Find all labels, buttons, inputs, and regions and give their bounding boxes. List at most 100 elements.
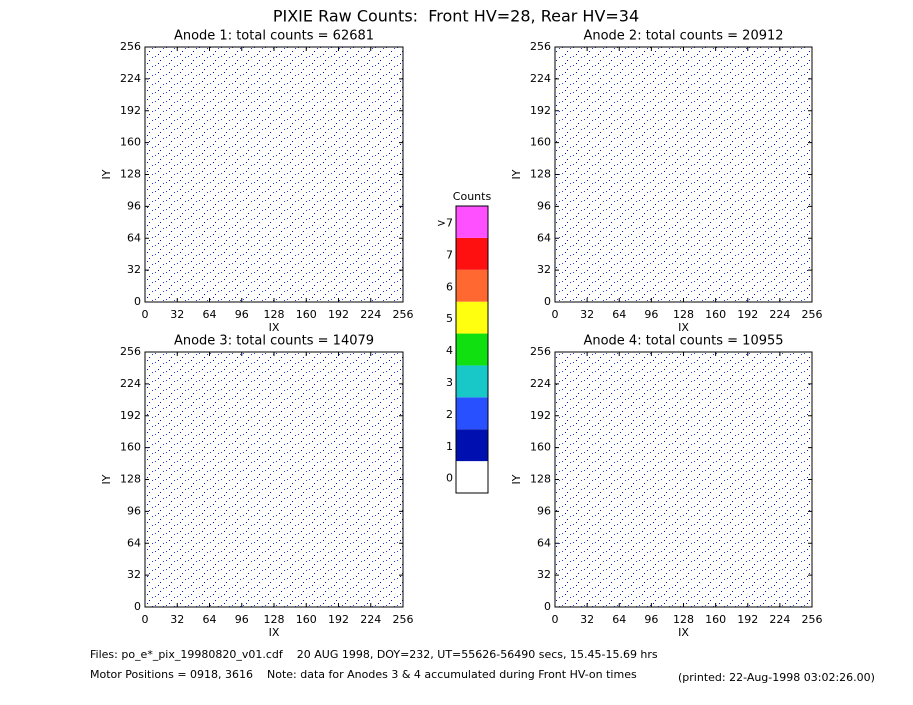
x-tick-label: 256 (802, 308, 823, 321)
footer-printed: (printed: 22-Aug-1998 03:02:26.00) (678, 671, 875, 684)
panel-title: Anode 2: total counts = 20912 (583, 29, 783, 44)
y-tick-label: 96 (127, 199, 141, 212)
x-tick-label: 96 (644, 613, 658, 626)
y-tick-label: 96 (537, 504, 551, 517)
colorbar-label: 6 (446, 280, 453, 293)
colorbar-box (456, 301, 488, 334)
colorbar-title: Counts (453, 190, 492, 203)
y-tick-label: 160 (530, 441, 551, 454)
x-tick-label: 64 (612, 613, 626, 626)
plot-area (144, 46, 404, 303)
colorbar-label: 4 (446, 344, 453, 357)
y-tick-label: 192 (120, 104, 141, 117)
x-tick-label: 96 (235, 613, 249, 626)
colorbar-box (456, 206, 488, 238)
x-tick-label: 256 (393, 308, 414, 321)
x-tick-label: 192 (737, 308, 758, 321)
colorbar-label: >7 (437, 217, 453, 230)
x-tick-label: 128 (673, 613, 694, 626)
y-tick-label: 32 (127, 263, 141, 276)
y-tick-label: 64 (127, 536, 141, 549)
x-tick-label: 32 (580, 308, 594, 321)
y-tick-label: 160 (530, 136, 551, 149)
plot-area (554, 46, 813, 303)
colorbar-label: 3 (446, 376, 453, 389)
colorbar-box (456, 237, 488, 270)
x-tick-label: 160 (705, 613, 726, 626)
y-tick-label: 224 (530, 72, 551, 85)
x-tick-label: 0 (142, 613, 149, 626)
y-tick-label: 256 (120, 345, 141, 358)
y-tick-label: 64 (537, 231, 551, 244)
x-tick-label: 0 (142, 308, 149, 321)
x-tick-label: 192 (737, 613, 758, 626)
colorbar-label: 2 (446, 408, 453, 421)
x-tick-label: 128 (264, 613, 285, 626)
plot-area (144, 351, 404, 608)
y-tick-label: 160 (120, 136, 141, 149)
x-tick-label: 224 (769, 613, 790, 626)
x-tick-label: 96 (644, 308, 658, 321)
colorbar-box (456, 365, 488, 398)
y-tick-label: 32 (537, 568, 551, 581)
x-axis-label: IX (678, 321, 689, 334)
x-tick-label: 256 (393, 613, 414, 626)
x-tick-label: 256 (802, 613, 823, 626)
x-tick-label: 32 (170, 613, 184, 626)
x-tick-label: 64 (203, 308, 217, 321)
y-tick-label: 192 (530, 104, 551, 117)
colorbar-box (456, 269, 488, 302)
y-axis-label: IY (100, 169, 113, 179)
x-tick-label: 0 (552, 613, 559, 626)
y-tick-label: 32 (537, 263, 551, 276)
y-tick-label: 32 (127, 568, 141, 581)
panel-title: Anode 3: total counts = 14079 (174, 334, 374, 349)
x-tick-label: 64 (203, 613, 217, 626)
colorbar-label: 5 (446, 312, 453, 325)
x-axis-label: IX (678, 626, 689, 639)
y-axis-label: IY (510, 169, 523, 179)
colorbar-box (456, 333, 488, 366)
x-tick-label: 64 (612, 308, 626, 321)
page-title: PIXIE Raw Counts: Front HV=28, Rear HV=3… (273, 7, 639, 26)
y-tick-label: 128 (120, 168, 141, 181)
y-tick-label: 224 (120, 72, 141, 85)
colorbar-label: 0 (446, 472, 453, 485)
y-tick-label: 96 (127, 504, 141, 517)
y-tick-label: 128 (530, 473, 551, 486)
panel-title: Anode 4: total counts = 10955 (583, 334, 783, 349)
colorbar-label: 1 (446, 440, 453, 453)
colorbar-box (456, 429, 488, 462)
panel-title: Anode 1: total counts = 62681 (174, 29, 374, 44)
x-tick-label: 192 (328, 308, 349, 321)
y-tick-label: 128 (530, 168, 551, 181)
plot-area (554, 351, 813, 608)
y-tick-label: 256 (530, 40, 551, 53)
y-tick-label: 0 (134, 600, 141, 613)
colorbar-frame (455, 205, 489, 494)
footer-files: Files: po_e*_pix_19980820_v01.cdf 20 AUG… (90, 648, 658, 661)
y-tick-label: 64 (537, 536, 551, 549)
y-tick-label: 96 (537, 199, 551, 212)
y-tick-label: 256 (120, 40, 141, 53)
y-axis-label: IY (100, 474, 113, 484)
y-tick-label: 0 (134, 295, 141, 308)
x-tick-label: 32 (580, 613, 594, 626)
x-tick-label: 0 (552, 308, 559, 321)
x-tick-label: 160 (705, 308, 726, 321)
colorbar-box (456, 397, 488, 430)
x-axis-label: IX (269, 626, 280, 639)
y-axis-label: IY (510, 474, 523, 484)
x-tick-label: 128 (673, 308, 694, 321)
y-tick-label: 256 (530, 345, 551, 358)
x-tick-label: 128 (264, 308, 285, 321)
x-tick-label: 96 (235, 308, 249, 321)
y-tick-label: 160 (120, 441, 141, 454)
x-tick-label: 224 (360, 613, 381, 626)
x-axis-label: IX (269, 321, 280, 334)
y-tick-label: 0 (544, 295, 551, 308)
y-tick-label: 224 (120, 377, 141, 390)
x-tick-label: 32 (170, 308, 184, 321)
colorbar-label: 7 (446, 248, 453, 261)
